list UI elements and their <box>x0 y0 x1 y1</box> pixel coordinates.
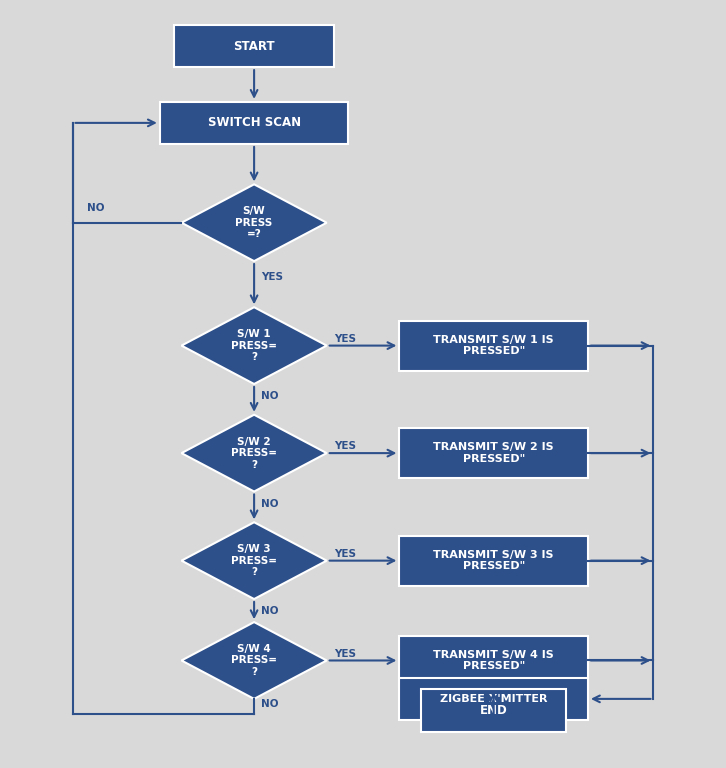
Text: TRANSMIT S/W 2 IS
PRESSED": TRANSMIT S/W 2 IS PRESSED" <box>433 442 554 464</box>
Text: YES: YES <box>261 273 283 283</box>
Text: S/W
PRESS
=?: S/W PRESS =? <box>235 206 273 240</box>
Text: NO: NO <box>261 392 279 402</box>
Text: TRANSMIT S/W 3 IS
PRESSED": TRANSMIT S/W 3 IS PRESSED" <box>433 550 554 571</box>
Polygon shape <box>182 415 327 492</box>
Text: NO: NO <box>261 699 279 709</box>
Polygon shape <box>182 184 327 261</box>
FancyBboxPatch shape <box>399 678 588 720</box>
Text: S/W 3
PRESS=
?: S/W 3 PRESS= ? <box>231 544 277 578</box>
Text: S/W 2
PRESS=
?: S/W 2 PRESS= ? <box>231 436 277 470</box>
FancyBboxPatch shape <box>399 636 588 685</box>
Text: START: START <box>233 40 275 52</box>
FancyBboxPatch shape <box>174 25 334 68</box>
Text: ZIGBEE X'MITTER: ZIGBEE X'MITTER <box>440 694 547 704</box>
FancyBboxPatch shape <box>160 102 348 144</box>
Text: NO: NO <box>261 607 279 617</box>
Text: YES: YES <box>334 334 356 344</box>
Polygon shape <box>182 307 327 384</box>
Polygon shape <box>182 522 327 599</box>
Text: SWITCH SCAN: SWITCH SCAN <box>208 117 301 129</box>
Text: END: END <box>480 704 507 717</box>
Text: NO: NO <box>87 204 105 214</box>
FancyBboxPatch shape <box>399 321 588 370</box>
FancyBboxPatch shape <box>399 429 588 478</box>
Text: YES: YES <box>334 442 356 452</box>
Text: TRANSMIT S/W 1 IS
PRESSED": TRANSMIT S/W 1 IS PRESSED" <box>433 335 554 356</box>
Polygon shape <box>182 622 327 699</box>
FancyBboxPatch shape <box>399 536 588 585</box>
Text: TRANSMIT S/W 4 IS
PRESSED": TRANSMIT S/W 4 IS PRESSED" <box>433 650 554 671</box>
Text: NO: NO <box>261 499 279 509</box>
Text: YES: YES <box>334 649 356 659</box>
FancyBboxPatch shape <box>421 690 566 731</box>
Text: S/W 4
PRESS=
?: S/W 4 PRESS= ? <box>231 644 277 677</box>
Text: S/W 1
PRESS=
?: S/W 1 PRESS= ? <box>231 329 277 362</box>
Text: YES: YES <box>334 549 356 559</box>
